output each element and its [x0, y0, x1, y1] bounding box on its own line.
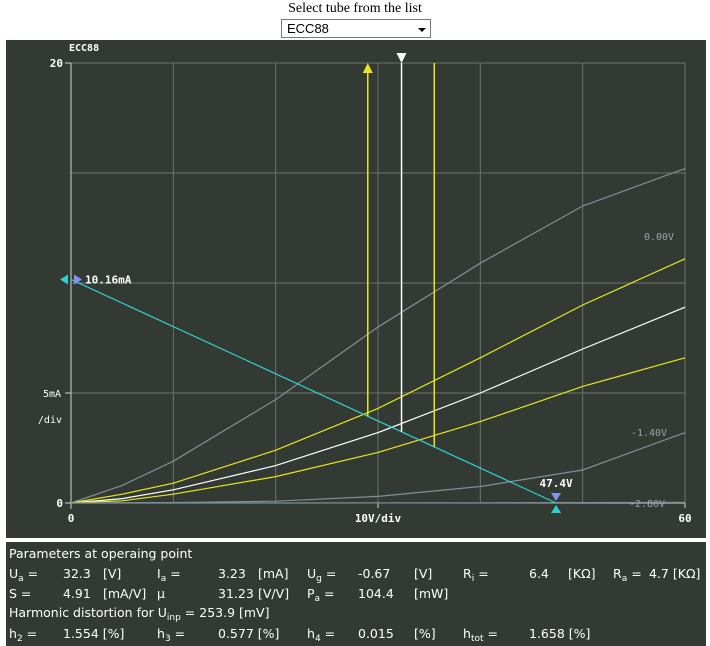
curve--2.80V	[71, 501, 686, 504]
s-label: S =	[9, 586, 32, 601]
triangle-right-icon[interactable]	[60, 274, 68, 285]
y-tick-label-zero: 0	[56, 497, 63, 510]
x-scale-label: 10V/div	[355, 512, 402, 525]
plot-canvas[interactable]: ECC88 20 0 5mA/div 0 10V/div 60 10.16mA 47.4V 0.0…	[6, 40, 706, 538]
h3-value: 0.577 [%]	[218, 626, 280, 641]
ri-label: Ri =	[463, 566, 489, 584]
curve-0.00V	[70, 168, 686, 504]
x-tick-label-zero: 0	[68, 512, 75, 525]
arrow-up-icon	[362, 63, 373, 73]
ug-label: Ug =	[307, 566, 337, 584]
characteristic-plot[interactable]: ECC88 20 0 5mA/div 0 10V/div 60 10.16mA 47.4V 0.0…	[6, 40, 706, 538]
tube-select-dropdown[interactable]: ECC88	[281, 19, 431, 38]
ug-unit: [V]	[414, 566, 433, 581]
select-tube-title: Select tube from the list	[288, 1, 422, 16]
h4-label: h4 =	[307, 626, 336, 644]
h4-unit: [%]	[414, 626, 436, 641]
mu-label: μ	[157, 586, 165, 601]
ia-label: Ia =	[157, 566, 181, 584]
triangle-up-icon[interactable]	[551, 505, 562, 513]
pa-unit: [mW]	[414, 586, 449, 601]
ri-unit: [KΩ]	[568, 566, 596, 581]
ia-unit: [mA]	[258, 566, 289, 581]
operating-voltage-label: 47.4V	[539, 477, 572, 490]
pa-value: 104.4	[358, 586, 394, 601]
y-scale-label: 5mA	[43, 389, 61, 400]
ua-unit: [V]	[103, 566, 122, 581]
htot-value: 1.658 [%]	[529, 626, 591, 641]
parameters-panel: Parameters at operaing point Ua = 32.3 […	[6, 542, 706, 646]
h2-label: h2 =	[9, 626, 38, 644]
pa-label: Pa =	[307, 586, 335, 604]
curve-lower-swing	[70, 357, 686, 504]
curve-upper-swing	[70, 258, 686, 504]
y-tick-label-top: 20	[50, 57, 63, 70]
chevron-down-icon[interactable]	[418, 28, 426, 32]
y-scale-unit: /div	[38, 415, 62, 426]
ua-label: Ua =	[9, 566, 39, 584]
h3-label: h3 =	[157, 626, 186, 644]
ri-value: 6.4	[529, 566, 549, 581]
mu-unit: [V/V]	[258, 586, 290, 601]
curve-operating	[70, 306, 686, 504]
params-title: Parameters at operaing point	[9, 546, 193, 561]
ra-label: Ra =	[613, 566, 642, 584]
s-value: 4.91	[63, 586, 91, 601]
ia-value: 3.23	[218, 566, 246, 581]
ug-value: -0.67	[358, 566, 391, 581]
operating-current-label: 10.16mA	[85, 273, 132, 286]
harmonic-distortion-title: Harmonic distortion for Uinp = 253.9 [mV…	[9, 605, 270, 623]
ra-value-unit: 4.7 [KΩ]	[649, 566, 701, 581]
curve-label--2.80V: -2.80V	[629, 499, 665, 510]
ua-value: 32.3	[63, 566, 91, 581]
curve-label-0.00V: 0.00V	[644, 232, 674, 243]
mu-value: 31.23	[218, 586, 254, 601]
s-unit: [mA/V]	[103, 586, 147, 601]
curve-label--1.40V: -1.40V	[631, 428, 667, 439]
h4-value: 0.015	[358, 626, 394, 641]
load-line[interactable]	[70, 278, 557, 504]
htot-label: htot =	[463, 626, 498, 644]
selected-tube-value: ECC88	[287, 21, 329, 36]
tube-label: ECC88	[69, 43, 99, 54]
operating-point-marker-icon[interactable]	[396, 53, 407, 63]
x-tick-label-max: 60	[678, 512, 691, 525]
tube-selector-bar: Select tube from the list ECC88	[0, 0, 710, 40]
triangle-left-icon[interactable]	[74, 274, 82, 285]
h2-value: 1.554 [%]	[63, 626, 125, 641]
triangle-down-icon[interactable]	[551, 493, 562, 501]
